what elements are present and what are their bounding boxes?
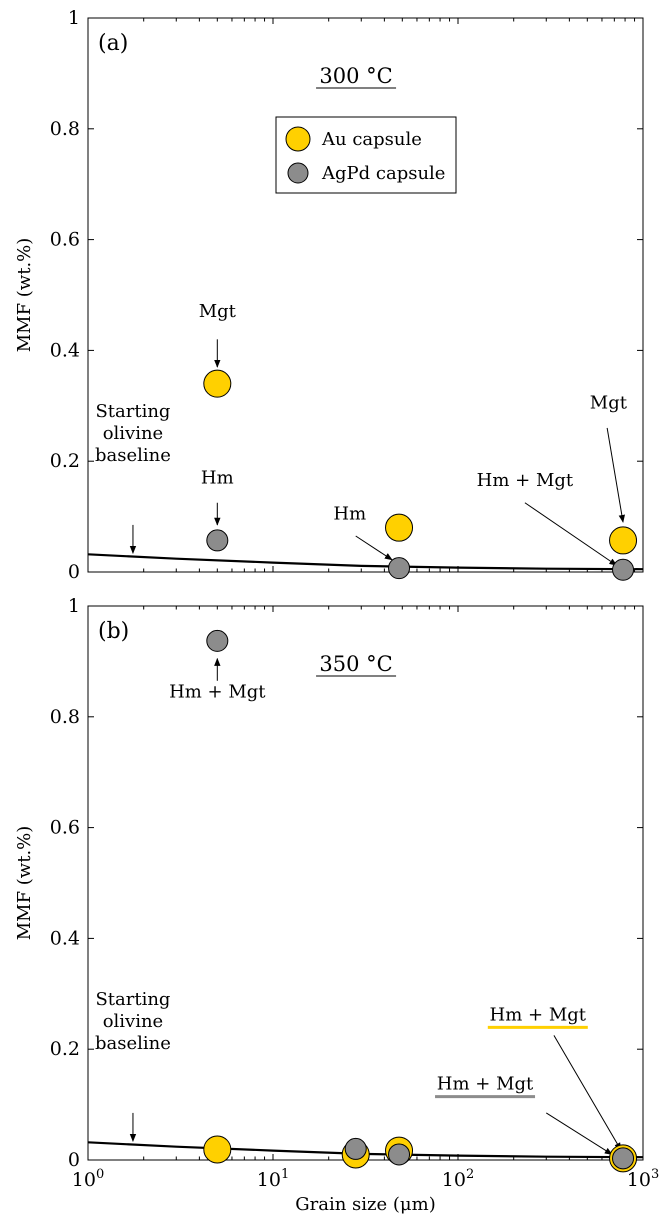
agpd-capsule-point — [388, 1143, 411, 1166]
x-tick-base: 10 — [257, 1169, 281, 1191]
panel-label: (a) — [98, 31, 128, 56]
panel-label: (b) — [98, 619, 129, 644]
y-tick-label: 0 — [68, 561, 80, 583]
annotation-label: Starting — [95, 989, 170, 1010]
y-tick-label: 0.4 — [50, 339, 80, 361]
legend-agpd-label: AgPd capsule — [321, 163, 445, 184]
annotation-label: baseline — [95, 445, 171, 466]
y-tick-label: 0.8 — [50, 706, 80, 728]
annotation-label: Hm — [201, 467, 234, 488]
x-tick-exponent: 2 — [466, 1167, 474, 1182]
x-tick-label: 101 — [257, 1167, 289, 1191]
legend: Au capsule AgPd capsule — [275, 116, 457, 194]
x-tick-label: 102 — [442, 1167, 474, 1191]
au-capsule-point — [609, 526, 638, 555]
y-axis-label: MMF (wt.%) — [14, 238, 35, 353]
agpd-capsule-point — [206, 529, 229, 552]
y-tick-label: 1 — [68, 7, 80, 29]
agpd-capsule-point — [206, 629, 229, 652]
olivine-baseline-line — [87, 553, 644, 571]
legend-au-marker — [285, 126, 311, 152]
plot-frame — [87, 17, 644, 573]
x-tick-exponent: 0 — [96, 1167, 104, 1182]
y-tick-label: 0.4 — [50, 927, 80, 949]
x-tick-exponent: 3 — [651, 1167, 659, 1182]
agpd-capsule-point — [612, 1147, 635, 1170]
annotation-label: Hm + Mgt — [437, 1074, 534, 1095]
x-tick-base: 10 — [627, 1169, 651, 1191]
y-tick-label: 1 — [68, 595, 80, 617]
au-capsule-point — [385, 513, 414, 542]
x-tick-base: 10 — [442, 1169, 466, 1191]
y-tick-label: 0.8 — [50, 118, 80, 140]
annotation-arrow — [355, 535, 393, 561]
panel-a: 0 0.2 0.4 0.6 0.8 1 MMF (wt.%) (a) 300 °C Startin… — [14, 7, 644, 583]
annotation-label: Hm + Mgt — [490, 1004, 587, 1025]
annotation-label: olivine — [103, 423, 164, 444]
annotation-label: olivine — [103, 1011, 164, 1032]
agpd-capsule-point — [388, 557, 411, 580]
x-tick-label: 103 — [627, 1167, 659, 1191]
annotation-label: Hm + Mgt — [169, 681, 266, 702]
agpd-capsule-point — [612, 558, 635, 581]
annotation-label: Mgt — [590, 393, 628, 414]
x-tick-exponent: 1 — [281, 1167, 289, 1182]
annotation-label: Hm + Mgt — [477, 470, 574, 491]
legend-au-label: Au capsule — [321, 129, 422, 150]
annotation-arrow — [553, 1035, 622, 1151]
annotation-arrow — [606, 427, 625, 523]
annotation-label: Mgt — [199, 301, 237, 322]
annotation-label: baseline — [95, 1033, 171, 1054]
annotation-arrow — [524, 502, 618, 566]
y-axis-label: MMF (wt.%) — [14, 826, 35, 941]
y-tick-label: 0.2 — [50, 1038, 80, 1060]
temperature-label: 350 °C — [319, 652, 392, 676]
legend-agpd-marker — [287, 162, 309, 184]
au-capsule-point — [203, 1135, 232, 1164]
annotation-label: Starting — [95, 401, 170, 422]
au-capsule-point — [203, 369, 232, 398]
y-tick-label: 0.2 — [50, 450, 80, 472]
y-tick-label: 0.6 — [50, 817, 80, 839]
x-tick-base: 10 — [72, 1169, 96, 1191]
annotation-label: Hm — [333, 503, 366, 524]
x-tick-label: 100 — [72, 1167, 104, 1191]
x-axis-label: Grain size (μm) — [295, 1194, 435, 1215]
y-tick-label: 0 — [68, 1149, 80, 1171]
panel-b: 0 0.2 0.4 0.6 0.8 1 MMF (wt.%) (b) 350 °C Hm + Mg… — [14, 595, 644, 1173]
y-tick-label: 0.6 — [50, 229, 80, 251]
temperature-label: 300 °C — [319, 64, 392, 88]
annotation-arrow — [546, 1112, 613, 1155]
agpd-capsule-point — [344, 1137, 367, 1160]
